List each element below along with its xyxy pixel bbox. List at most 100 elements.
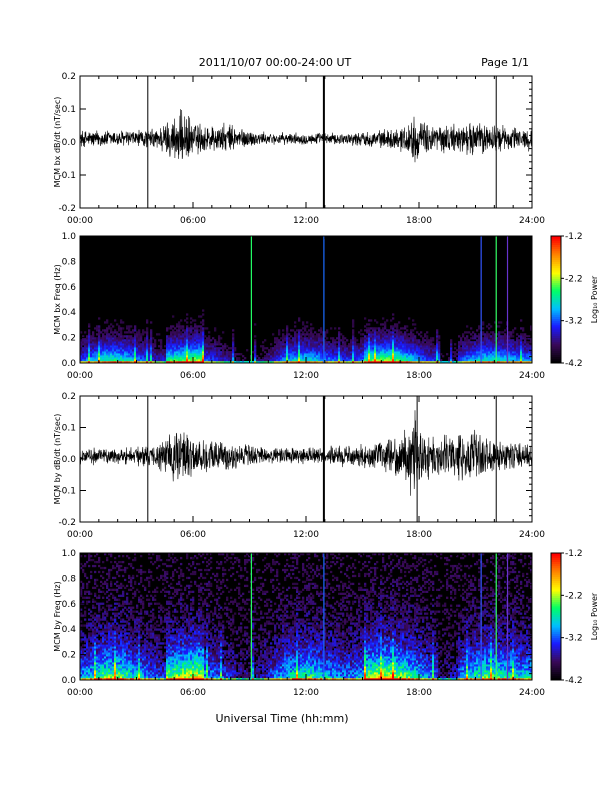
spectrogram-cell	[504, 339, 507, 342]
spectrogram-cell	[180, 347, 183, 350]
spectrogram-cell	[374, 329, 377, 332]
spectrogram-cell	[126, 636, 129, 639]
spectrogram-cell	[82, 632, 85, 635]
spectrogram-cell	[208, 337, 211, 340]
spectrogram-cell	[336, 361, 339, 364]
spectrogram-cell	[98, 622, 101, 625]
spectrogram-cell	[314, 353, 317, 356]
spectrogram-cell	[296, 355, 299, 358]
spectrogram-cell	[202, 347, 205, 350]
spectrogram-cell	[120, 351, 123, 354]
spectrogram-cell	[426, 351, 429, 354]
spectrogram-cell	[150, 574, 153, 578]
spectrogram-cell	[90, 638, 93, 641]
spectrogram-cell	[106, 652, 109, 655]
spectrogram-cell	[118, 586, 121, 590]
spectrogram-cell	[130, 634, 133, 637]
spectrogram-cell	[144, 349, 147, 352]
spectrogram-cell	[128, 574, 131, 578]
spectrogram-cell	[198, 329, 201, 332]
spectrogram-cell	[442, 361, 445, 364]
spectrogram-cell	[296, 361, 299, 364]
spectrogram-cell	[144, 676, 147, 679]
spectrogram-cell	[482, 351, 485, 354]
spectrogram-cell	[146, 345, 149, 348]
spectrogram-cell	[366, 343, 369, 346]
spectrogram-cell	[118, 624, 121, 627]
spectrogram-cell	[496, 359, 499, 362]
spectrogram-cell	[352, 331, 355, 334]
spectrogram-cell	[92, 347, 95, 350]
spectrogram-cell	[194, 325, 197, 328]
spectrogram-cell	[154, 670, 157, 673]
spectrogram-cell	[138, 658, 141, 661]
spectrogram-cell	[160, 343, 163, 346]
spectrogram-cell	[132, 345, 135, 348]
spectrogram-cell	[150, 666, 153, 669]
spectrogram-cell	[388, 339, 391, 342]
spectrogram-cell	[80, 676, 83, 679]
spectrogram-cell	[150, 337, 153, 340]
spectrogram-cell	[474, 349, 477, 352]
spectrogram-cell	[412, 359, 415, 362]
spectrogram-cell	[82, 586, 85, 590]
spectrogram-cell	[276, 347, 279, 350]
spectrogram-cell	[290, 349, 293, 352]
spectrogram-cell	[218, 335, 221, 338]
spectrogram-cell	[158, 638, 161, 641]
spectrogram-cell	[98, 644, 101, 647]
spectrogram-cell	[328, 361, 331, 364]
spectrogram-cell	[104, 678, 107, 681]
spectrogram-cell	[124, 656, 127, 659]
spectrogram-cell	[268, 355, 271, 358]
spectrogram-cell	[278, 341, 281, 344]
spectrogram-cell	[186, 359, 189, 362]
spectrogram-cell	[116, 652, 119, 655]
spectrogram-cell	[296, 345, 299, 348]
spectrogram-cell	[136, 656, 139, 659]
spectrogram-cell	[350, 361, 353, 364]
spectrogram-cell	[458, 347, 461, 350]
spectrogram-cell	[394, 349, 397, 352]
spectrogram-cell	[104, 608, 107, 611]
spectrogram-cell	[108, 642, 111, 645]
spectrogram-cell	[458, 343, 461, 346]
spectrogram-cell	[90, 644, 93, 647]
spectrogram-cell	[90, 670, 93, 673]
spectrogram-cell	[90, 640, 93, 643]
spectrogram-cell	[88, 592, 91, 595]
spectrogram-cell	[128, 678, 131, 681]
spectrogram-cell	[186, 355, 189, 358]
spectrogram-cell	[182, 359, 185, 362]
spectrogram-cell	[108, 357, 111, 360]
spectrogram-cell	[86, 341, 89, 344]
spectrogram-cell	[162, 359, 165, 362]
spectrogram-cell	[294, 351, 297, 354]
spectrogram-cell	[470, 343, 473, 346]
spectrogram-cell	[92, 632, 95, 635]
spectrogram-cell	[82, 656, 85, 659]
spectrogram-cell	[312, 355, 315, 358]
spectrogram-cell	[86, 600, 89, 603]
spectrogram-cell	[490, 325, 493, 328]
spectrogram-cell	[136, 335, 139, 338]
spectrogram-cell	[154, 357, 157, 360]
spectrogram-cell	[128, 652, 131, 655]
spectrogram-cell	[90, 558, 93, 562]
spectrogram-cell	[80, 666, 83, 669]
spectrogram-cell	[138, 596, 141, 599]
spectrogram-cell	[394, 357, 397, 360]
spectrogram-cell	[424, 345, 427, 348]
spectrogram-cell	[466, 347, 469, 350]
spectrogram-cell	[328, 353, 331, 356]
spectrogram-cell	[476, 351, 479, 354]
spectrogram-cell	[300, 341, 303, 344]
spectrogram-cell	[144, 343, 147, 346]
spectrogram-cell	[264, 339, 267, 342]
spectrogram-cell	[484, 361, 487, 364]
spectrogram-cell	[100, 347, 103, 350]
spectrogram-cell	[148, 576, 151, 580]
spectrogram-cell	[124, 672, 127, 675]
spectrogram-cell	[112, 594, 115, 597]
spectrogram-cell	[110, 630, 113, 633]
